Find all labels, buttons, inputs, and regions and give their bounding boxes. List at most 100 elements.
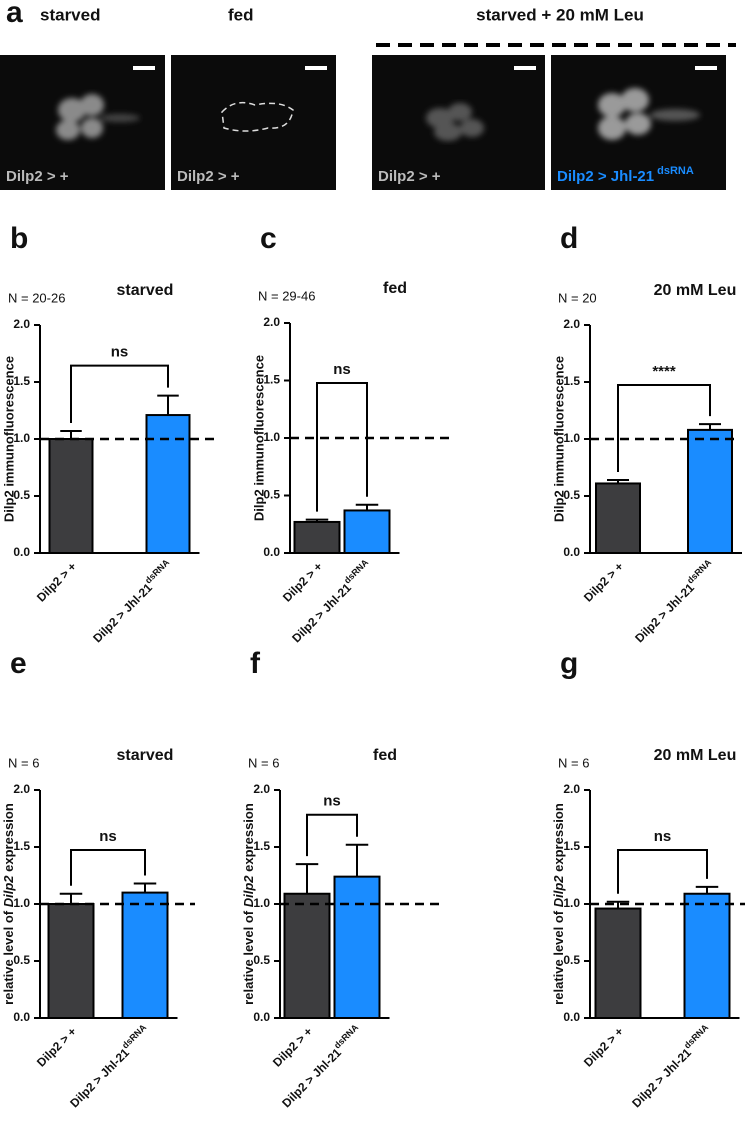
significance-label: ****	[652, 363, 676, 380]
y-tick-label: 2.0	[563, 782, 580, 796]
x-tick-label: Dilp2 > +	[34, 1024, 79, 1069]
x-tick-label: Dilp2 > Jhl-21dsRNA	[277, 1022, 365, 1110]
superscript: dsRNA	[685, 557, 714, 586]
y-tick-label: 0.0	[563, 545, 580, 559]
x-tick-label: Dilp2 > Jhl-21dsRNA	[630, 557, 718, 645]
significance-bracket	[617, 384, 711, 473]
panel-letter: d	[560, 222, 578, 255]
bar	[293, 520, 341, 555]
superscript: dsRNA	[120, 1022, 149, 1051]
significance-label: ns	[99, 828, 117, 845]
chart-title: 20 mM Leu	[654, 747, 737, 764]
x-tick-label: Dilp2 > Jhl-21dsRNA	[88, 557, 176, 645]
y-tick-label: 0.0	[263, 545, 280, 559]
label-part: expression	[1, 803, 16, 875]
bar	[595, 482, 641, 554]
label-text: Dilp2 > +	[581, 1024, 626, 1069]
y-axis-label: Dilp2 immunofluorescence	[551, 356, 566, 522]
bar	[594, 907, 642, 1019]
y-axis-label: relative level of Dilp2 expression	[551, 803, 566, 1005]
x-tick-label: Dilp2 > +	[581, 559, 626, 604]
bar	[48, 438, 94, 554]
significance-bracket	[306, 813, 358, 857]
label-part: expression	[551, 803, 566, 875]
micrograph	[171, 55, 336, 190]
n-label: N = 20-26	[8, 290, 65, 305]
significance-bracket	[617, 849, 708, 894]
panel-letter: e	[10, 647, 27, 680]
superscript: dsRNA	[682, 1022, 711, 1051]
label-text: Dilp2 > +	[34, 559, 79, 604]
y-tick-label: 2.0	[263, 315, 280, 329]
label-text: Dilp2 > +	[34, 1024, 79, 1069]
y-tick-label: 1.5	[563, 839, 580, 853]
y-tick-label: 0.5	[563, 488, 580, 502]
y-axis-label: relative level of Dilp2 expression	[241, 803, 256, 1005]
superscript: dsRNA	[332, 1022, 361, 1051]
panel-letter: b	[10, 222, 28, 255]
bar	[333, 875, 381, 1020]
label-text: Dilp2 > Jhl-21	[557, 168, 654, 185]
label-text: Dilp2 > +	[6, 168, 69, 185]
y-tick-label: 1.5	[563, 374, 580, 388]
n-label: N = 6	[248, 755, 279, 770]
y-tick-label: 1.0	[563, 896, 580, 910]
y-tick-label: 1.5	[13, 839, 30, 853]
panel-letter: a	[6, 0, 23, 29]
micrograph	[0, 55, 165, 190]
significance-bracket	[70, 364, 169, 424]
n-label: N = 6	[558, 755, 589, 770]
significance-label: ns	[111, 344, 129, 361]
y-tick-label: 1.5	[253, 839, 270, 853]
panel-letter: f	[250, 647, 261, 680]
image-label: Dilp2 > Jhl-21 dsRNA	[557, 165, 694, 185]
y-tick-label: 0.5	[253, 953, 270, 967]
x-tick-label: Dilp2 > Jhl-21dsRNA	[287, 557, 375, 645]
significance-bracket	[316, 382, 368, 512]
y-tick-label: 0.5	[563, 953, 580, 967]
n-label: N = 29-46	[258, 288, 315, 303]
panel-letter: c	[260, 222, 277, 255]
y-tick-label: 1.0	[253, 896, 270, 910]
significance-bracket	[70, 849, 146, 886]
bar	[145, 414, 191, 554]
y-tick-label: 0.5	[13, 488, 30, 502]
significance-label: ns	[654, 828, 672, 845]
y-tick-label: 2.0	[253, 782, 270, 796]
bar	[343, 509, 391, 555]
y-tick-label: 2.0	[13, 782, 30, 796]
label-part: expression	[241, 803, 256, 875]
chart-title: fed	[383, 280, 407, 297]
y-tick-label: 0.5	[13, 953, 30, 967]
y-tick-label: 1.0	[563, 431, 580, 445]
superscript: dsRNA	[342, 557, 371, 586]
bar	[687, 428, 733, 555]
bar	[683, 892, 731, 1019]
label-part: relative level of	[1, 907, 16, 1005]
image-label: Dilp2 > +	[378, 168, 441, 185]
y-axis-label: Dilp2 immunofluorescence	[1, 356, 16, 522]
n-label: N = 20	[558, 290, 597, 305]
x-tick-label: Dilp2 > Jhl-21dsRNA	[65, 1022, 153, 1110]
chart-title: fed	[373, 747, 397, 764]
n-label: N = 6	[8, 755, 39, 770]
y-tick-label: 0.0	[13, 1010, 30, 1024]
y-tick-label: 1.0	[13, 896, 30, 910]
image-header: starved + 20 mM Leu	[476, 5, 644, 24]
bar	[47, 903, 95, 1019]
y-tick-label: 1.5	[263, 373, 280, 387]
chart-title: starved	[117, 282, 174, 299]
y-tick-label: 0.0	[13, 545, 30, 559]
image-header: fed	[228, 5, 254, 24]
y-tick-label: 0.0	[563, 1010, 580, 1024]
bar	[121, 891, 169, 1019]
x-tick-label: Dilp2 > +	[34, 559, 79, 604]
micrograph	[372, 55, 545, 190]
label-text: Dilp2 > +	[280, 559, 325, 604]
superscript: dsRNA	[657, 165, 694, 177]
image-header: starved	[40, 5, 100, 24]
chart-title: starved	[117, 747, 174, 764]
image-label: Dilp2 > +	[177, 168, 240, 185]
